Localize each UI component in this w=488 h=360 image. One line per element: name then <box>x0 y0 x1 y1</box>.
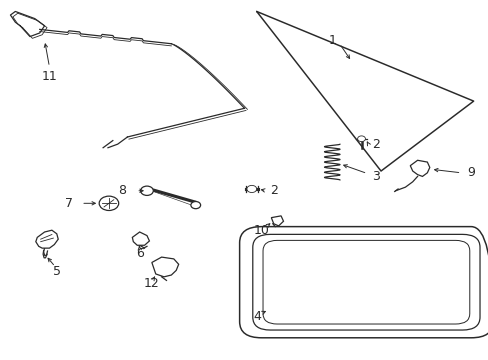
Text: 3: 3 <box>371 170 379 183</box>
Polygon shape <box>132 232 149 245</box>
Polygon shape <box>36 230 58 248</box>
Text: 2: 2 <box>371 138 379 150</box>
Text: 4: 4 <box>253 310 261 323</box>
Circle shape <box>190 202 200 209</box>
Text: 6: 6 <box>136 247 143 260</box>
Text: 10: 10 <box>253 224 269 237</box>
Text: 9: 9 <box>467 166 474 179</box>
Text: 7: 7 <box>65 197 73 210</box>
Text: 1: 1 <box>327 33 336 47</box>
Text: 5: 5 <box>53 265 61 278</box>
Text: 12: 12 <box>143 278 160 291</box>
Circle shape <box>99 196 119 211</box>
Text: 11: 11 <box>41 69 57 82</box>
Circle shape <box>246 185 256 193</box>
Polygon shape <box>271 216 283 226</box>
Circle shape <box>141 186 153 195</box>
Polygon shape <box>409 160 429 176</box>
Text: 8: 8 <box>119 184 126 197</box>
Circle shape <box>357 136 365 141</box>
Polygon shape <box>152 257 178 277</box>
Text: 2: 2 <box>269 184 277 197</box>
